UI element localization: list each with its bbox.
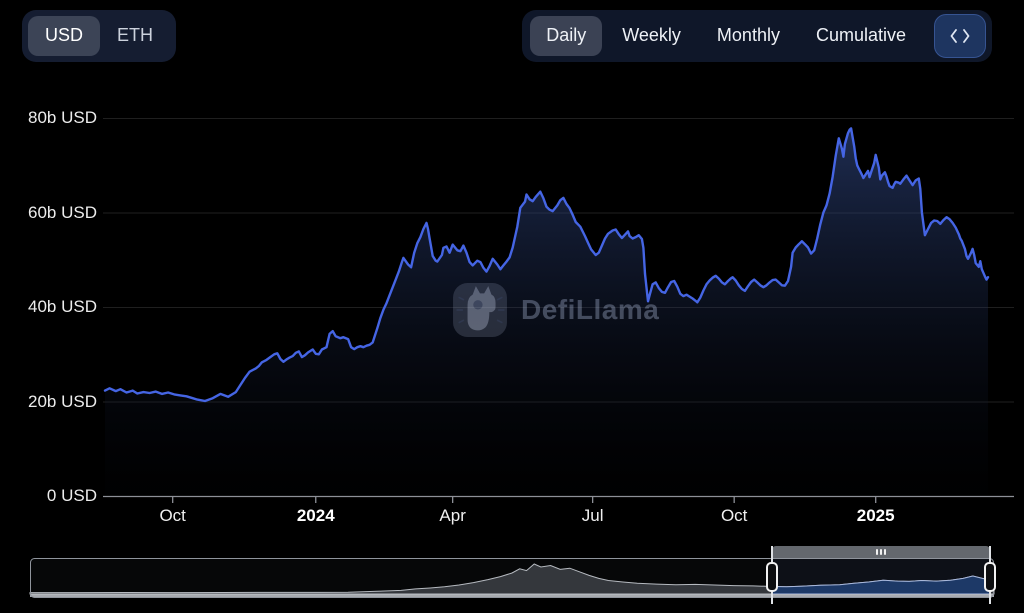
range-handle-right[interactable] bbox=[984, 562, 997, 592]
range-selector-chart[interactable] bbox=[0, 540, 1024, 613]
tab-monthly[interactable]: Monthly bbox=[701, 16, 796, 56]
tab-weekly[interactable]: Weekly bbox=[606, 16, 697, 56]
range-drag-bar[interactable] bbox=[772, 546, 991, 558]
x-axis-label: 2024 bbox=[296, 506, 335, 525]
currency-eth-button[interactable]: ETH bbox=[100, 16, 170, 56]
drag-grip-icon bbox=[876, 549, 878, 555]
x-axis-label: Apr bbox=[439, 506, 466, 525]
embed-code-button[interactable] bbox=[934, 14, 986, 58]
currency-usd-button[interactable]: USD bbox=[28, 16, 101, 56]
time-range-selector bbox=[0, 540, 1024, 613]
drag-grip-icon bbox=[880, 549, 882, 555]
y-axis-label: 0 USD bbox=[46, 486, 97, 505]
tab-cumulative[interactable]: Cumulative bbox=[800, 16, 922, 56]
x-axis-label: Jul bbox=[581, 506, 604, 525]
y-axis-label: 40b USD bbox=[28, 297, 97, 316]
interval-tabs: Daily Weekly Monthly Cumulative bbox=[522, 10, 992, 62]
x-axis-label: Oct bbox=[159, 506, 186, 525]
currency-toggle: USD ETH bbox=[22, 10, 177, 62]
range-handle-left[interactable] bbox=[766, 562, 779, 592]
x-axis-label: 2025 bbox=[856, 506, 895, 525]
tvl-area-chart[interactable] bbox=[0, 0, 1024, 540]
y-axis-label: 80b USD bbox=[28, 108, 97, 127]
code-embed-icon bbox=[950, 29, 970, 43]
x-axis-label: Oct bbox=[720, 506, 748, 525]
tab-daily[interactable]: Daily bbox=[530, 16, 603, 56]
drag-grip-icon bbox=[884, 549, 886, 555]
y-axis-label: 20b USD bbox=[28, 391, 97, 411]
y-axis-label: 60b USD bbox=[28, 202, 97, 222]
